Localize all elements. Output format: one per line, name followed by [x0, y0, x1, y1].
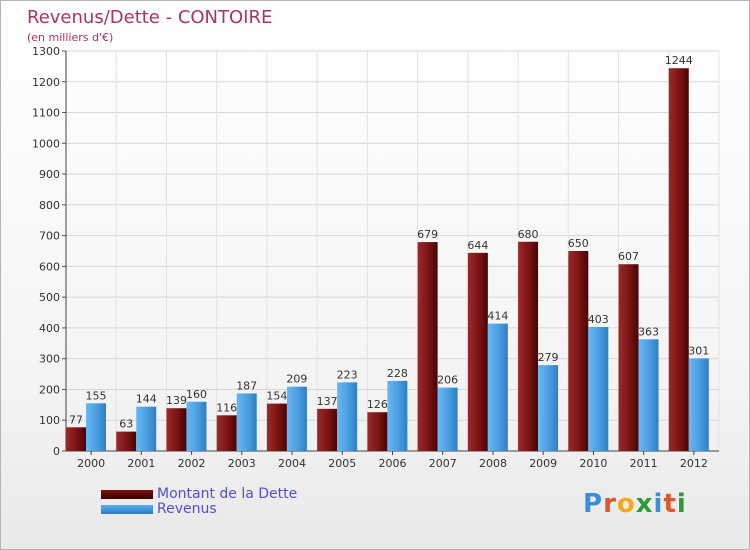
data-label-dette: 139: [166, 394, 187, 407]
bar-dette: [116, 431, 137, 451]
bar-revenus: [337, 382, 358, 451]
x-tick-label: 2001: [127, 457, 155, 470]
data-label-dette: 679: [417, 228, 438, 241]
data-label-revenus: 209: [286, 373, 307, 386]
data-label-revenus: 228: [387, 367, 408, 380]
bar-dette: [668, 68, 689, 451]
data-label-dette: 137: [317, 395, 338, 408]
logo-letter: i: [676, 489, 687, 519]
legend-label-revenus: Revenus: [157, 501, 217, 517]
bar-revenus: [588, 327, 609, 451]
data-label-revenus: 144: [136, 393, 157, 406]
data-label-dette: 607: [618, 250, 639, 263]
y-tick-label: 100: [39, 414, 60, 427]
data-label-revenus: 206: [437, 374, 458, 387]
x-tick-label: 2009: [529, 457, 557, 470]
data-label-revenus: 223: [337, 368, 358, 381]
bar-revenus: [236, 393, 257, 451]
legend-swatch-dette: [101, 490, 153, 499]
logo-letter: o: [616, 489, 636, 519]
logo-letter: r: [603, 489, 617, 519]
y-tick-label: 1100: [32, 107, 60, 120]
x-tick-label: 2010: [579, 457, 607, 470]
y-tick-label: 500: [39, 291, 60, 304]
data-label-dette: 154: [266, 390, 287, 403]
x-tick-label: 2008: [479, 457, 507, 470]
x-tick-label: 2006: [379, 457, 407, 470]
bar-revenus: [638, 339, 659, 451]
y-tick-label: 700: [39, 230, 60, 243]
data-label-dette: 644: [467, 239, 488, 252]
data-label-revenus: 279: [538, 351, 559, 364]
data-label-revenus: 187: [236, 379, 257, 392]
y-tick-label: 0: [53, 445, 60, 458]
data-label-revenus: 414: [487, 310, 508, 323]
data-label-dette: 77: [69, 413, 83, 426]
x-tick-label: 2007: [429, 457, 457, 470]
data-label-revenus: 403: [588, 313, 609, 326]
bar-revenus: [86, 403, 106, 451]
data-label-revenus: 160: [186, 388, 207, 401]
bar-revenus: [437, 387, 458, 451]
bar-dette: [618, 264, 639, 451]
bar-dette: [417, 242, 438, 451]
y-tick-label: 800: [39, 199, 60, 212]
bar-dette: [166, 408, 187, 451]
y-tick-label: 300: [39, 353, 60, 366]
bar-revenus: [688, 358, 709, 451]
x-tick-label: 2011: [630, 457, 658, 470]
logo-letter: t: [663, 489, 677, 519]
data-label-revenus: 301: [688, 344, 709, 357]
y-tick-label: 1300: [32, 45, 60, 58]
bar-dette: [66, 427, 86, 451]
data-label-dette: 116: [216, 401, 237, 414]
bar-revenus: [538, 365, 559, 451]
bar-dette: [317, 408, 338, 451]
bar-revenus: [136, 406, 157, 451]
bar-revenus: [286, 386, 307, 451]
x-tick-label: 2005: [328, 457, 356, 470]
x-tick-label: 2000: [77, 457, 105, 470]
bar-dette: [467, 252, 488, 451]
legend-label-dette: Montant de la Dette: [157, 486, 298, 502]
bar-revenus: [186, 401, 207, 451]
data-label-dette: 650: [568, 237, 589, 250]
legend-swatch-revenus: [101, 505, 153, 514]
data-label-dette: 1244: [665, 54, 693, 67]
x-tick-label: 2003: [228, 457, 256, 470]
data-label-dette: 126: [367, 398, 388, 411]
data-label-dette: 680: [518, 228, 539, 241]
y-tick-label: 600: [39, 260, 60, 273]
y-tick-label: 1200: [32, 76, 60, 89]
y-tick-label: 1000: [32, 137, 60, 150]
x-tick-label: 2004: [278, 457, 306, 470]
bar-dette: [568, 251, 589, 451]
y-tick-label: 200: [39, 383, 60, 396]
logo-letter: x: [635, 489, 654, 519]
bar-revenus: [487, 323, 508, 451]
data-label-revenus: 363: [638, 325, 659, 338]
x-tick-label: 2002: [178, 457, 206, 470]
logo-letter: i: [653, 489, 664, 519]
proxiti-logo: Proxiti: [583, 489, 687, 519]
chart-title: Revenus/Dette - CONTOIRE: [27, 7, 273, 28]
data-label-dette: 63: [119, 418, 133, 431]
chart-subtitle: (en milliers d'€): [27, 31, 114, 44]
y-tick-label: 400: [39, 322, 60, 335]
data-label-revenus: 155: [86, 389, 107, 402]
bar-dette: [518, 241, 539, 451]
bar-dette: [266, 403, 287, 451]
bar-dette: [216, 415, 237, 451]
bar-dette: [367, 412, 388, 451]
logo-letter: P: [583, 489, 604, 519]
y-tick-label: 900: [39, 168, 60, 181]
bar-revenus: [387, 380, 408, 451]
x-tick-label: 2012: [680, 457, 708, 470]
